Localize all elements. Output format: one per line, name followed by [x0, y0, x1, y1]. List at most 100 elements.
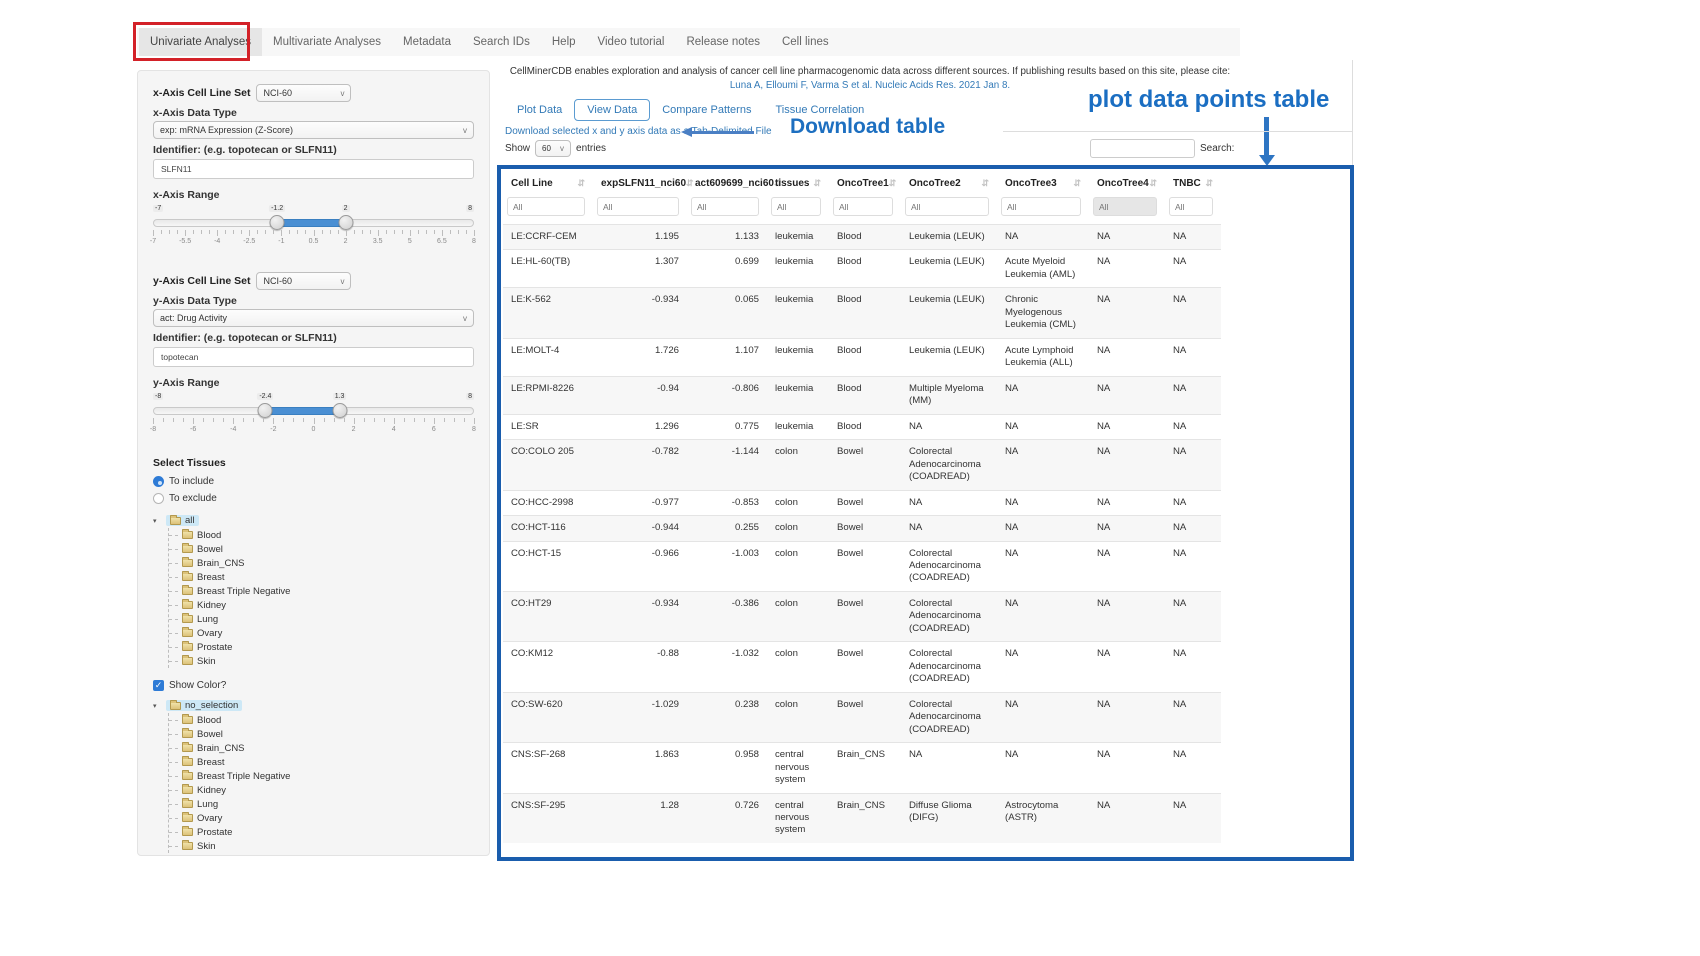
col-header-oncotree1[interactable]: OncoTree1 ⇵ — [837, 178, 897, 189]
slider-tick-label: 5 — [407, 238, 412, 245]
show-color-checkbox[interactable]: ✓ Show Color? — [153, 679, 227, 691]
filter-input-oncotree4[interactable] — [1093, 197, 1157, 216]
filter-input-tnbc[interactable] — [1169, 197, 1213, 216]
sort-icon[interactable]: ⇵ — [813, 178, 821, 188]
color-tree-item-ovary[interactable]: Ovary — [169, 811, 474, 825]
radio-to-exclude[interactable]: To exclude — [153, 490, 474, 507]
col-header-tissues[interactable]: tissues ⇵ — [775, 178, 821, 189]
col-header-act609699-nci60[interactable]: act609699_nci60 ⇵ — [695, 178, 782, 189]
cell-oncotree2: NA — [901, 413, 997, 440]
slider-to-label: 2 — [341, 205, 350, 212]
slider-tick — [153, 418, 154, 424]
cell-cell-line: CO:COLO 205 — [503, 439, 593, 491]
tree-expander-icon[interactable]: ▾ — [153, 702, 157, 710]
sort-icon[interactable]: ⇵ — [1205, 178, 1213, 188]
sort-icon[interactable]: ⇵ — [773, 178, 782, 188]
col-header-expslfn11-nci60[interactable]: expSLFN11_nci60 ⇵ — [601, 178, 694, 189]
col-header-oncotree3[interactable]: OncoTree3 ⇵ — [1005, 178, 1081, 189]
download-tab-delimited-link[interactable]: Download selected x and y axis data as a… — [505, 126, 772, 137]
search-input[interactable] — [1090, 139, 1195, 158]
slider-handle-low[interactable] — [257, 403, 273, 418]
y-range-slider[interactable]: -8 8 -2.4 1.3 -8 -6 -4 -2 0 2 4 6 8 — [150, 393, 476, 445]
filter-input-oncotree3[interactable] — [1001, 197, 1081, 216]
tissue-tree-item-brain-cns[interactable]: Brain_CNS — [169, 556, 474, 570]
tab-compare-patterns[interactable]: Compare Patterns — [662, 104, 752, 116]
cell-oncotree4: NA — [1089, 375, 1165, 415]
slider-tick — [409, 230, 411, 236]
color-tree-item-lung[interactable]: Lung — [169, 797, 474, 811]
tissue-tree-item-breast-triple-negative[interactable]: Breast Triple Negative — [169, 584, 474, 598]
table-row: LE:HL-60(TB) 1.307 0.699 leukemia Blood Leuke… — [503, 249, 1221, 288]
nav-item-metadata[interactable]: Metadata — [403, 36, 451, 48]
color-tree-item-blood[interactable]: Blood — [169, 713, 474, 727]
col-header-cell-line[interactable]: Cell Line ⇵ — [511, 178, 585, 189]
color-tree-item-breast-triple-negative[interactable]: Breast Triple Negative — [169, 769, 474, 783]
nav-item-cell-lines[interactable]: Cell lines — [781, 36, 829, 48]
tissue-tree-item-skin[interactable]: Skin — [169, 654, 474, 668]
filter-input-oncotree1[interactable] — [833, 197, 893, 216]
nav-item-release-notes[interactable]: Release notes — [686, 36, 760, 48]
col-header-tnbc[interactable]: TNBC ⇵ — [1173, 178, 1213, 189]
tissue-tree-item-bowel[interactable]: Bowel — [169, 542, 474, 556]
x-range-slider[interactable]: -7 8 -1.2 2 -7 -5.5 -4 -2.5 -1 0.5 2 3.5 5 6.5 8 — [150, 205, 476, 257]
nav-item-multivariate-analyses[interactable]: Multivariate Analyses — [273, 36, 382, 48]
tab-tissue-correlation[interactable]: Tissue Correlation — [775, 104, 865, 116]
folder-icon — [182, 840, 193, 850]
nav-item-univariate-analyses[interactable]: Univariate Analyses — [139, 28, 262, 56]
sort-icon[interactable]: ⇵ — [888, 178, 897, 188]
filter-input-tissues[interactable] — [771, 197, 821, 216]
filter-input-oncotree2[interactable] — [905, 197, 989, 216]
sort-icon[interactable]: ⇵ — [577, 178, 585, 188]
filter-input-cell-line[interactable] — [507, 197, 585, 216]
entries-select[interactable]: 60 v — [535, 140, 572, 157]
sort-icon[interactable]: ⇵ — [686, 178, 694, 188]
filter-cell — [997, 195, 1089, 225]
tree-expander-icon[interactable]: ▾ — [153, 517, 157, 525]
col-header-oncotree4[interactable]: OncoTree4 ⇵ — [1097, 178, 1157, 189]
tissue-tree-item-prostate[interactable]: Prostate — [169, 640, 474, 654]
y-data-type-select[interactable]: act: Drug Activity v — [153, 309, 474, 327]
slider-handle-high[interactable] — [332, 403, 348, 418]
filter-input-act609699-nci60[interactable] — [691, 197, 759, 216]
tissue-tree-item-lung[interactable]: Lung — [169, 612, 474, 626]
x-data-type-select[interactable]: exp: mRNA Expression (Z-Score) v — [153, 121, 474, 139]
nav-item-search-ids[interactable]: Search IDs — [472, 36, 530, 48]
color-tree-item-kidney[interactable]: Kidney — [169, 783, 474, 797]
color-tree-item-breast[interactable]: Breast — [169, 755, 474, 769]
x-identifier-input[interactable] — [153, 159, 474, 179]
color-tree-item-bowel[interactable]: Bowel — [169, 727, 474, 741]
slider-tick — [313, 418, 315, 424]
slider-handle-high[interactable] — [338, 215, 354, 230]
citation-link[interactable]: Luna A, Elloumi F, Varma S et al. Nuclei… — [729, 80, 1011, 91]
slider-handle-low[interactable] — [269, 215, 285, 230]
slider-tick — [273, 418, 275, 424]
nav-item-help[interactable]: Help — [551, 36, 576, 48]
slider-minor-tick — [423, 418, 425, 422]
tab-plot-data[interactable]: Plot Data — [517, 104, 563, 116]
y-identifier-input[interactable] — [153, 347, 474, 367]
cell-act609699-nci60: 1.107 — [687, 337, 767, 377]
tissue-tree-root[interactable]: ▾ all — [153, 513, 474, 528]
tissue-tree-item-blood[interactable]: Blood — [169, 528, 474, 542]
tab-view-data[interactable]: View Data — [574, 99, 651, 121]
color-tree-root[interactable]: ▾ no_selection — [153, 698, 474, 713]
radio-to-include[interactable]: To include — [153, 473, 474, 490]
color-tree-item-brain-cns[interactable]: Brain_CNS — [169, 741, 474, 755]
cell-oncotree4: NA — [1089, 540, 1165, 592]
cell-oncotree4: NA — [1089, 223, 1165, 250]
sort-icon[interactable]: ⇵ — [981, 178, 989, 188]
col-header-oncotree2[interactable]: OncoTree2 ⇵ — [909, 178, 989, 189]
x-cell-line-set-select[interactable]: NCI-60 v — [256, 84, 352, 102]
cell-oncotree1: Brain_CNS — [829, 792, 901, 843]
tissue-tree-item-ovary[interactable]: Ovary — [169, 626, 474, 640]
slider-minor-tick — [453, 418, 455, 422]
filter-input-expslfn11-nci60[interactable] — [597, 197, 679, 216]
color-tree-item-skin[interactable]: Skin — [169, 839, 474, 853]
sort-icon[interactable]: ⇵ — [1149, 178, 1157, 188]
sort-icon[interactable]: ⇵ — [1073, 178, 1081, 188]
nav-item-video-tutorial[interactable]: Video tutorial — [597, 36, 665, 48]
tissue-tree-item-kidney[interactable]: Kidney — [169, 598, 474, 612]
tissue-tree-item-breast[interactable]: Breast — [169, 570, 474, 584]
color-tree-item-prostate[interactable]: Prostate — [169, 825, 474, 839]
y-cell-line-set-select[interactable]: NCI-60 v — [256, 272, 352, 290]
